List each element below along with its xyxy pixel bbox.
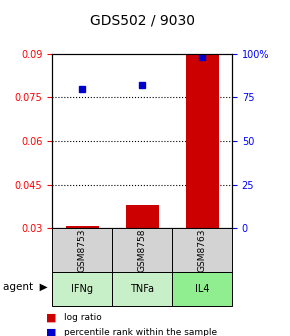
- Bar: [126, 205, 159, 228]
- Text: log ratio: log ratio: [64, 313, 102, 322]
- FancyBboxPatch shape: [172, 228, 232, 272]
- Bar: [66, 225, 99, 228]
- FancyBboxPatch shape: [172, 272, 232, 306]
- FancyBboxPatch shape: [112, 272, 172, 306]
- Text: agent  ▶: agent ▶: [3, 282, 48, 292]
- Text: ■: ■: [46, 328, 57, 336]
- Text: TNFa: TNFa: [130, 284, 154, 294]
- FancyBboxPatch shape: [52, 272, 112, 306]
- Bar: [186, 54, 219, 228]
- Text: IL4: IL4: [195, 284, 209, 294]
- Text: GSM8758: GSM8758: [137, 228, 147, 272]
- FancyBboxPatch shape: [112, 228, 172, 272]
- Text: GSM8763: GSM8763: [197, 228, 206, 272]
- Text: IFNg: IFNg: [71, 284, 93, 294]
- FancyBboxPatch shape: [52, 228, 112, 272]
- Text: GSM8753: GSM8753: [78, 228, 87, 272]
- Text: percentile rank within the sample: percentile rank within the sample: [64, 328, 217, 336]
- Text: ■: ■: [46, 312, 57, 323]
- Text: GDS502 / 9030: GDS502 / 9030: [90, 13, 195, 28]
